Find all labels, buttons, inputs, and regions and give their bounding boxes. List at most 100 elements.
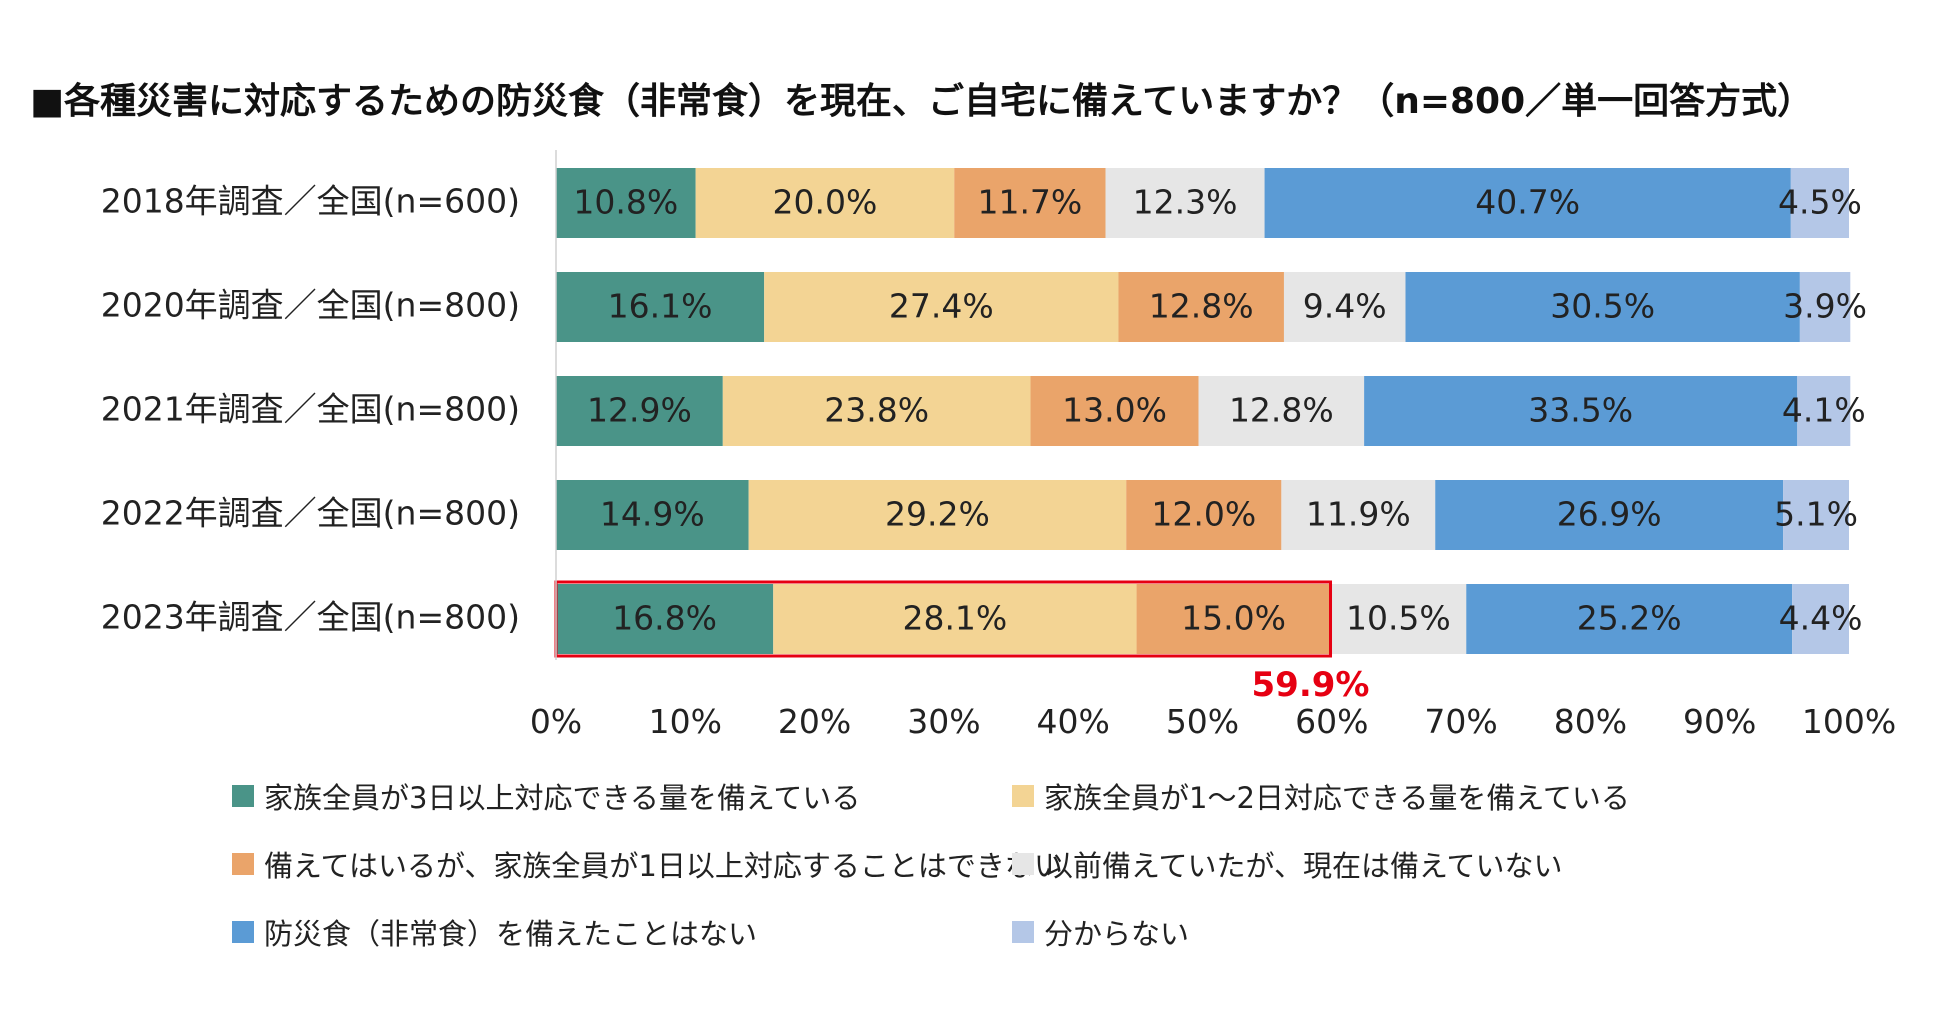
legend-item: 備えてはいるが、家族全員が1日以上対応することはできない <box>232 843 1063 885</box>
bar-segment <box>1799 272 1851 342</box>
category-label: 2022年調査／全国(n=800) <box>101 494 520 533</box>
bar-segment <box>1435 480 1784 550</box>
bar-segment <box>1283 272 1406 342</box>
x-tick-label: 70% <box>1424 702 1497 741</box>
data-label: 12.3% <box>1133 183 1238 222</box>
bar-segment <box>1364 376 1798 446</box>
bar-segment <box>556 376 723 446</box>
category-label: 2021年調査／全国(n=800) <box>101 390 520 429</box>
bar-segment <box>1118 272 1284 342</box>
data-label: 28.1% <box>902 599 1007 638</box>
legend-label: 防災食（非常食）を備えたことはない <box>264 917 758 951</box>
x-tick-label: 90% <box>1683 702 1756 741</box>
data-label: 12.8% <box>1149 287 1254 326</box>
data-label: 4.1% <box>1782 391 1866 430</box>
bar-segment <box>1105 168 1265 238</box>
highlight-total-label: 59.9% <box>1252 665 1370 705</box>
data-label: 13.0% <box>1062 391 1167 430</box>
legend-item: 分からない <box>1012 911 1732 953</box>
legend-swatch <box>232 921 254 943</box>
data-label: 14.9% <box>600 495 705 534</box>
legend-item: 家族全員が1～2日対応できる量を備えている <box>1012 775 1732 817</box>
legend-swatch <box>1012 921 1034 943</box>
chart-title: ■各種災害に対応するための防災食（非常食）を現在、ご自宅に備えていますか？（n=… <box>30 81 1814 122</box>
data-label: 9.4% <box>1303 287 1387 326</box>
data-label: 11.7% <box>977 183 1082 222</box>
data-label: 16.8% <box>612 599 717 638</box>
x-tick-label: 60% <box>1295 702 1368 741</box>
bar-segment <box>695 168 955 238</box>
legend-item: 防災食（非常食）を備えたことはない <box>232 911 1012 953</box>
legend-label: 以前備えていたが、現在は備えていない <box>1044 849 1563 883</box>
bar-segment <box>1136 584 1331 654</box>
data-label: 15.0% <box>1181 599 1286 638</box>
data-label: 3.9% <box>1783 287 1867 326</box>
data-label: 27.4% <box>889 287 994 326</box>
bar-segment <box>1783 480 1849 550</box>
data-label: 40.7% <box>1475 183 1580 222</box>
category-labels: 2018年調査／全国(n=600) 2020年調査／全国(n=800) 2021年調… <box>101 182 520 637</box>
data-label: 26.9% <box>1557 495 1662 534</box>
bar-segment <box>1466 584 1793 654</box>
x-tick-label: 20% <box>778 702 851 741</box>
bar-segment <box>1126 480 1282 550</box>
bar-segment <box>1405 272 1800 342</box>
bar-segment <box>556 584 774 654</box>
category-label: 2023年調査／全国(n=800) <box>101 598 520 637</box>
x-tick-label: 50% <box>1166 702 1239 741</box>
bar-segment <box>556 168 696 238</box>
x-tick-label: 100% <box>1802 702 1896 741</box>
legend-item: 家族全員が3日以上対応できる量を備えている <box>232 775 1012 817</box>
bar-segment <box>1198 376 1365 446</box>
data-label: 29.2% <box>885 495 990 534</box>
x-tick-label: 10% <box>649 702 722 741</box>
bar-segment <box>748 480 1127 550</box>
bar-segment <box>556 272 765 342</box>
legend-label: 家族全員が3日以上対応できる量を備えている <box>264 781 861 815</box>
data-label: 33.5% <box>1528 391 1633 430</box>
legend-item: 以前備えていたが、現在は備えていない <box>1012 843 1732 885</box>
data-label: 10.5% <box>1346 599 1451 638</box>
bar-segment <box>1330 584 1467 654</box>
legend-label: 備えてはいるが、家族全員が1日以上対応することはできない <box>264 849 1063 883</box>
data-label: 23.8% <box>824 391 929 430</box>
data-label: 20.0% <box>773 183 878 222</box>
data-label: 4.4% <box>1779 599 1863 638</box>
bar-segment <box>556 480 749 550</box>
bar-segment <box>1030 376 1199 446</box>
legend-label: 分からない <box>1044 917 1190 951</box>
bar-segment <box>1281 480 1436 550</box>
bar-segment <box>954 168 1106 238</box>
x-tick-label: 40% <box>1037 702 1110 741</box>
data-label: 12.9% <box>587 391 692 430</box>
bar-segment <box>1790 168 1849 238</box>
data-label: 12.8% <box>1229 391 1334 430</box>
x-tick-label: 30% <box>907 702 980 741</box>
bar-segments: 10.8% 20.0% 11.7% 12.3% 40.7% 4.5% 16.1% 27.4% 1… <box>556 168 1867 654</box>
x-tick-label: 80% <box>1554 702 1627 741</box>
legend: 家族全員が3日以上対応できる量を備えている 家族全員が1～2日対応できる量を備えて… <box>232 775 1732 953</box>
legend-label: 家族全員が1～2日対応できる量を備えている <box>1044 781 1630 815</box>
data-label: 5.1% <box>1774 495 1858 534</box>
bar-segment <box>1797 376 1851 446</box>
category-label: 2020年調査／全国(n=800) <box>101 286 520 325</box>
bar-segment <box>1264 168 1791 238</box>
data-label: 16.1% <box>608 287 713 326</box>
data-label: 10.8% <box>573 183 678 222</box>
legend-swatch <box>1012 785 1034 807</box>
legend-swatch <box>232 853 254 875</box>
x-tick-label: 0% <box>530 702 582 741</box>
data-label: 30.5% <box>1550 287 1655 326</box>
data-label: 25.2% <box>1577 599 1682 638</box>
bar-segment <box>722 376 1031 446</box>
data-label: 12.0% <box>1151 495 1256 534</box>
category-label: 2018年調査／全国(n=600) <box>101 182 520 221</box>
bar-segment <box>773 584 1137 654</box>
data-label: 11.9% <box>1306 495 1411 534</box>
legend-swatch <box>1012 853 1034 875</box>
x-axis: 0% 10% 20% 30% 40% 50% 60% 70% 80% 90% 100% <box>530 150 1896 741</box>
bar-segment <box>764 272 1119 342</box>
legend-swatch <box>232 785 254 807</box>
data-label: 4.5% <box>1778 183 1862 222</box>
